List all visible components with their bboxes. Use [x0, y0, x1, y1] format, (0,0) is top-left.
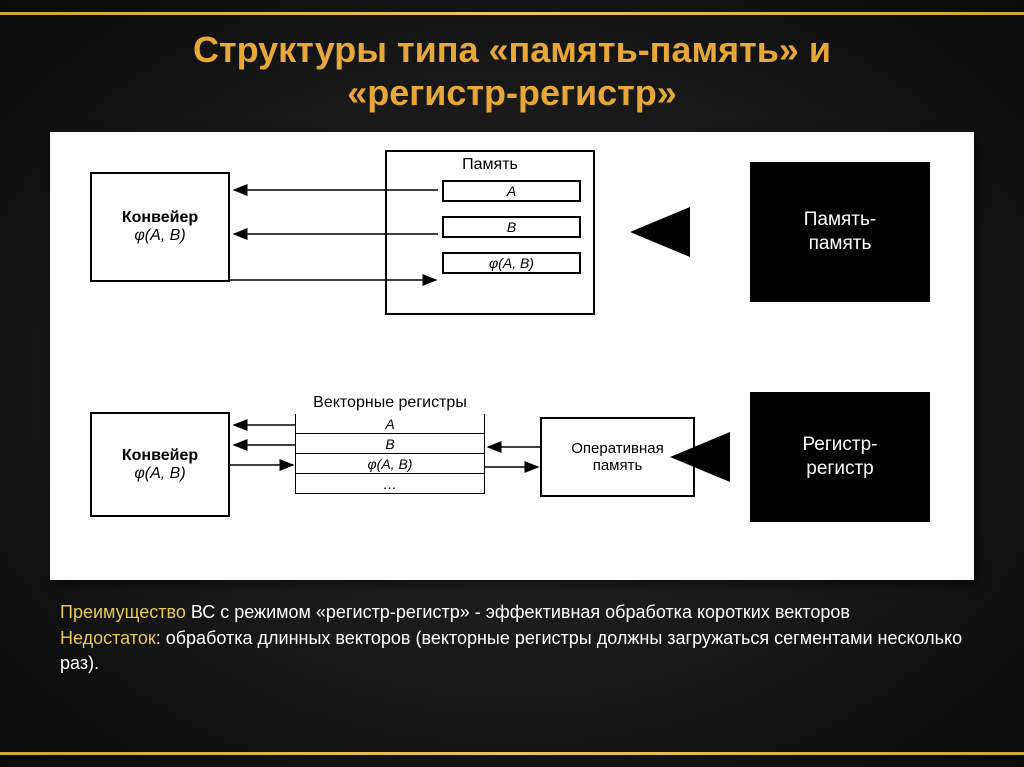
decor-line-bottom [0, 752, 1024, 755]
title-line2: «регистр-регистр» [347, 72, 677, 113]
conveyor-label-bottom: Конвейер [92, 447, 228, 465]
memory-title: Память [387, 152, 593, 176]
memory-row-a: A [442, 180, 581, 202]
tag-reg-reg: Регистр- регистр [750, 392, 930, 522]
conveyor-label-top: Конвейер [92, 209, 228, 227]
conveyor-formula-bottom: φ(A, B) [92, 465, 228, 483]
title-line1: Структуры типа «память-память» и [193, 29, 831, 70]
slide-title: Структуры типа «память-память» и «регист… [0, 0, 1024, 114]
advantage-label: Преимущество [60, 602, 186, 622]
conveyor-formula-top: φ(A, B) [92, 227, 228, 245]
memory-row-b: B [442, 216, 581, 238]
advantage-text: ВС с режимом «регистр-регистр» - эффекти… [186, 602, 850, 622]
footer-text: Преимущество ВС с режимом «регистр-регис… [60, 600, 964, 676]
conveyor-box-bottom: Конвейер φ(A, B) [90, 412, 230, 517]
disadvantage-label: Недостаток [60, 628, 156, 648]
vec-row-dots: … [295, 474, 485, 494]
memory-box-top: Память A B φ(A, B) [385, 150, 595, 315]
memory-row-phi: φ(A, B) [442, 252, 581, 274]
tag-mem-mem: Память- память [750, 162, 930, 302]
conveyor-box-top: Конвейер φ(A, B) [90, 172, 230, 282]
disadvantage-line: Недостаток: обработка длинных векторов (… [60, 626, 964, 676]
vector-regs-box: Векторные регистры A B φ(A, B) … [295, 390, 485, 494]
vec-row-a: A [295, 414, 485, 434]
vec-row-b: B [295, 434, 485, 454]
advantage-line: Преимущество ВС с режимом «регистр-регис… [60, 600, 964, 625]
disadvantage-text: : обработка длинных векторов (векторные … [60, 628, 962, 673]
vector-regs-title: Векторные регистры [295, 390, 485, 414]
decor-line-top [0, 12, 1024, 15]
diagram-panel: Конвейер φ(A, B) Память A B φ(A, B) Памя… [50, 132, 974, 580]
ram-box: Оперативная память [540, 417, 695, 497]
vec-row-phi: φ(A, B) [295, 454, 485, 474]
